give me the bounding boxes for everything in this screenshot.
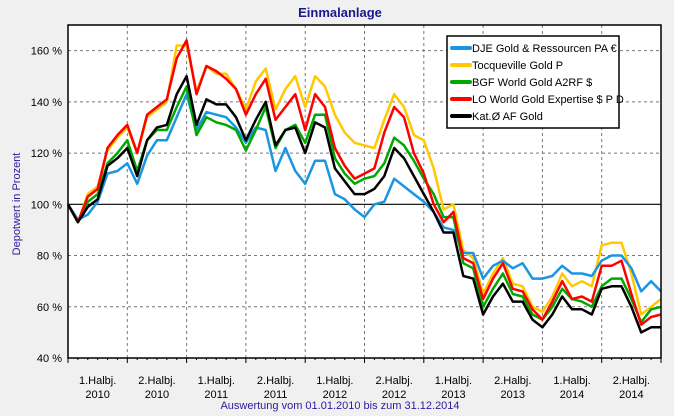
x-tick-label-year: 2011 xyxy=(264,389,288,401)
x-tick-label-half: 1.Halbj. xyxy=(198,375,235,387)
x-tick-label-year: 2013 xyxy=(501,389,525,401)
x-tick-label-year: 2014 xyxy=(619,389,643,401)
x-tick-label-year: 2013 xyxy=(441,389,465,401)
x-tick-label-year: 2012 xyxy=(382,389,406,401)
x-tick-label-half: 1.Halbj. xyxy=(316,375,353,387)
x-tick-label-year: 2010 xyxy=(145,389,169,401)
x-axis: 1.Halbj. 2010 2.Halbj. 2010 1.Halbj. 2011 2.Ha… xyxy=(67,358,662,401)
y-tick-label: 140 % xyxy=(31,97,62,109)
legend-label: Kat.Ø AF Gold xyxy=(472,111,543,123)
y-tick-label: 80 % xyxy=(37,251,62,263)
y-axis: 40 % 60 % 80 % 100 % 120 % 140 % 160 % xyxy=(31,46,62,365)
series-line-1 xyxy=(66,44,662,316)
x-tick-label-year: 2010 xyxy=(85,389,109,401)
legend-label: LO World Gold Expertise $ P D xyxy=(472,94,624,106)
y-tick-label: 160 % xyxy=(31,46,62,58)
x-tick-label-half: 1.Halbj. xyxy=(553,375,590,387)
chart-title: Einmalanlage xyxy=(298,5,382,20)
x-tick-label-half: 2.Halbj. xyxy=(494,375,531,387)
x-tick-label-half: 1.Halbj. xyxy=(435,375,472,387)
legend: DJE Gold & Ressourcen PA € Tocqueville Go… xyxy=(446,35,624,129)
x-tick-label-year: 2012 xyxy=(323,389,347,401)
x-tick-label-half: 1.Halbj. xyxy=(79,375,116,387)
y-tick-label: 40 % xyxy=(37,353,62,365)
legend-label: DJE Gold & Ressourcen PA € xyxy=(472,43,617,55)
y-tick-label: 100 % xyxy=(31,199,62,211)
x-tick-label-year: 2011 xyxy=(204,389,228,401)
legend-label: BGF World Gold A2RF $ xyxy=(472,77,592,89)
x-tick-label-half: 2.Halbj. xyxy=(376,375,413,387)
legend-box xyxy=(446,35,620,129)
legend-label: Tocqueville Gold P xyxy=(472,60,563,72)
y-axis-label: Depotwert in Prozent xyxy=(11,153,23,256)
series-line-3 xyxy=(66,39,662,326)
series-lines xyxy=(66,39,662,334)
x-axis-label: Auswertung vom 01.01.2010 bis zum 31.12.… xyxy=(220,400,459,412)
x-tick-label-year: 2014 xyxy=(560,389,584,401)
y-tick-label: 120 % xyxy=(31,148,62,160)
y-tick-label: 60 % xyxy=(37,302,62,314)
x-tick-label-half: 2.Halbj. xyxy=(138,375,175,387)
x-tick-label-half: 2.Halbj. xyxy=(613,375,650,387)
series-line-2 xyxy=(66,85,662,324)
series-line-0 xyxy=(66,92,662,293)
series-line-4 xyxy=(66,74,661,334)
x-tick-label-half: 2.Halbj. xyxy=(257,375,294,387)
